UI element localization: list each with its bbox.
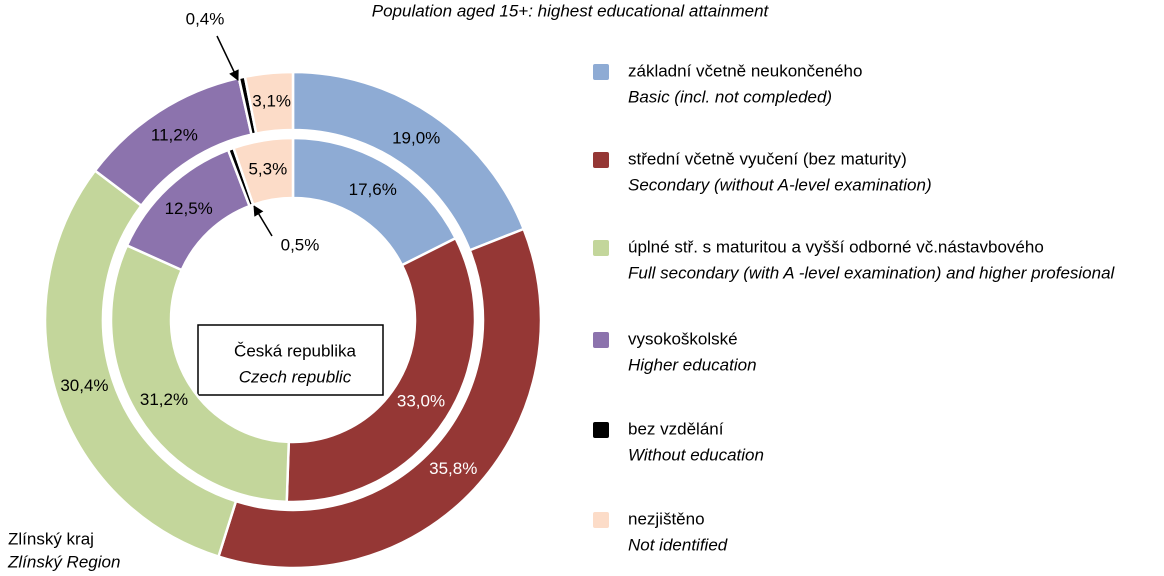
data-label: 17,6% — [349, 180, 397, 199]
data-label: 33,0% — [397, 391, 445, 410]
data-label: 12,5% — [165, 199, 213, 218]
legend-label-en: Full secondary (with A -level examinatio… — [628, 263, 1116, 282]
legend-swatch — [593, 422, 609, 438]
legend-label-en: Not identified — [628, 535, 728, 554]
legend-label: základní včetně neukončeného — [628, 61, 862, 80]
legend-label: bez vzdělání — [628, 419, 724, 438]
data-label: 0,5% — [281, 235, 320, 254]
legend-swatch — [593, 332, 609, 348]
donut-segment — [243, 70, 295, 136]
legend-label: úplné stř. s maturitou a vyšší odborné v… — [628, 237, 1044, 256]
ring-label-en: Czech republic — [239, 367, 352, 386]
ring-label: Česká republika — [234, 341, 356, 360]
chart-title: Population aged 15+: highest educational… — [372, 1, 770, 20]
leader-line — [253, 205, 273, 237]
donut-segment — [109, 243, 291, 504]
center-box — [197, 324, 384, 396]
legend-swatch — [593, 152, 609, 168]
data-label: 5,3% — [248, 160, 287, 179]
legend-swatch — [593, 240, 609, 256]
legend-label-en: Without education — [628, 445, 764, 464]
legend-label: nezjištěno — [628, 509, 705, 528]
legend-label-en: Higher education — [628, 355, 757, 374]
data-label: 30,4% — [60, 376, 108, 395]
data-label: 0,4% — [186, 9, 225, 28]
legend-label-en: Basic (incl. not compleded) — [628, 87, 832, 106]
legend-label-en: Secondary (without A-level examination) — [628, 175, 932, 194]
legend-swatch — [593, 512, 609, 528]
ring-label: Zlínský kraj — [8, 529, 94, 548]
legend-label: střední včetně vyučení (bez maturity) — [628, 149, 907, 168]
data-label: 11,2% — [151, 125, 198, 144]
ring-label-en: Zlínský Region — [7, 552, 120, 571]
data-label: 35,8% — [429, 459, 477, 478]
data-label: 3,1% — [252, 92, 291, 111]
legend-swatch — [593, 64, 609, 80]
leader-line — [216, 35, 239, 81]
donut-segment — [231, 136, 295, 207]
donut-segment — [43, 168, 238, 559]
data-label: 31,2% — [140, 390, 188, 409]
donut-segment — [216, 227, 543, 570]
donut-segment — [285, 236, 477, 504]
data-label: 19,0% — [392, 128, 440, 147]
legend-label: vysokoškolské — [628, 329, 738, 348]
